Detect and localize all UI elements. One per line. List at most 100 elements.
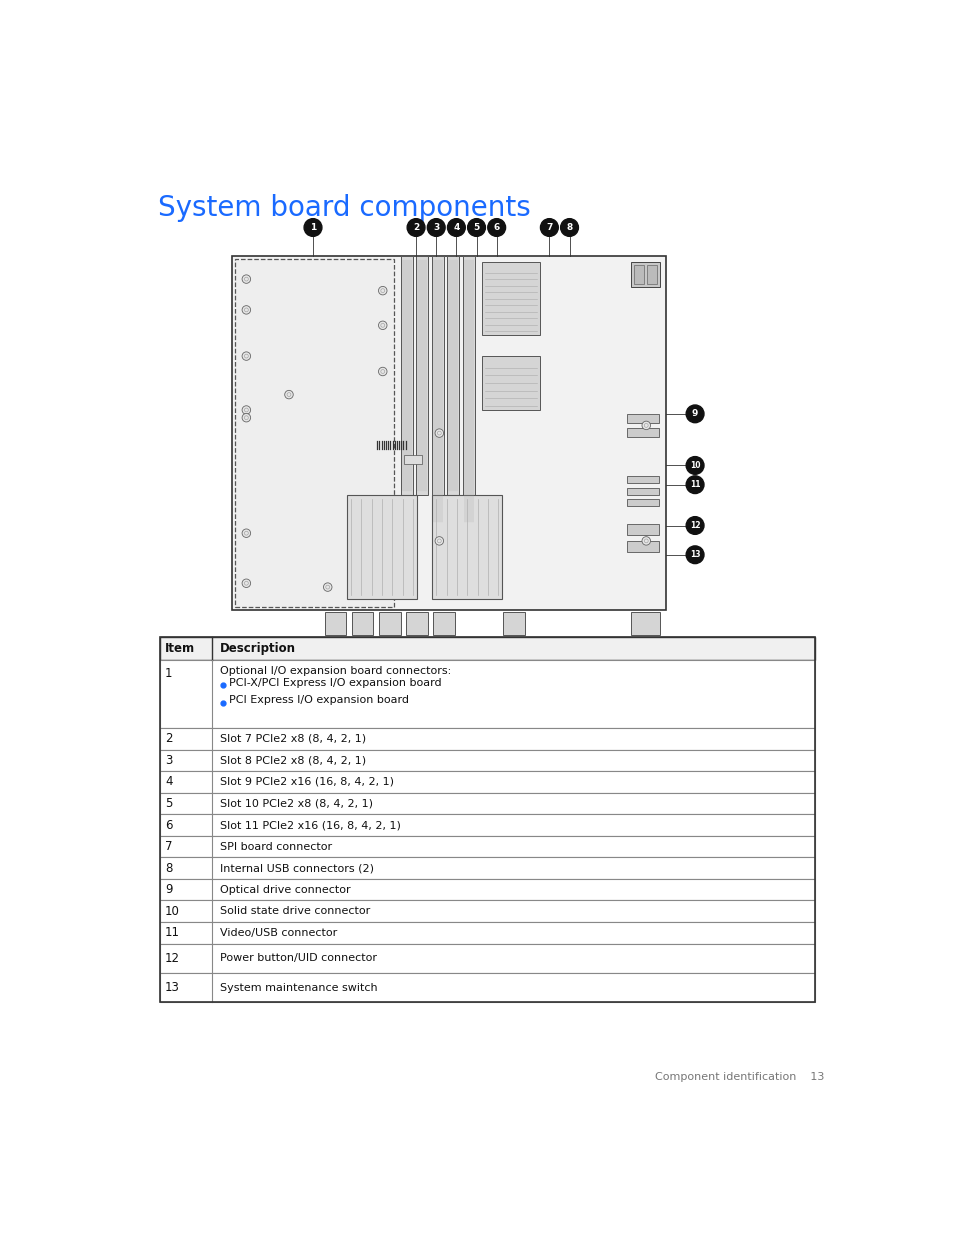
Circle shape [378,367,387,375]
Circle shape [242,406,251,414]
Text: 12: 12 [689,521,700,530]
Bar [626,499,659,506]
Text: 8: 8 [566,224,572,232]
Bar [159,923,815,944]
Bar [626,427,659,437]
Circle shape [378,287,387,295]
Circle shape [435,429,443,437]
Bar [159,637,815,661]
Circle shape [685,516,703,535]
Text: 7: 7 [546,224,552,232]
Circle shape [242,352,251,361]
Bar [234,259,394,608]
Circle shape [447,219,465,236]
Text: SPI board connector: SPI board connector [220,841,332,852]
Circle shape [685,405,703,422]
Text: 7: 7 [165,840,172,853]
Text: 6: 6 [493,224,499,232]
Bar [646,266,657,284]
Bar [378,611,400,635]
Bar [447,256,459,495]
Circle shape [685,546,703,563]
Bar [159,814,815,836]
Circle shape [378,321,387,330]
Text: 2: 2 [165,732,172,745]
Bar [159,879,815,900]
Bar [416,256,428,495]
Text: 1: 1 [165,667,172,680]
Text: 4: 4 [165,776,172,788]
Circle shape [467,219,485,236]
Text: 3: 3 [433,224,439,232]
Text: 9: 9 [691,409,698,419]
Text: System maintenance switch: System maintenance switch [220,983,377,993]
Bar [626,414,659,424]
Text: 6: 6 [165,819,172,831]
Text: PCI-X/PCI Express I/O expansion board: PCI-X/PCI Express I/O expansion board [229,678,441,688]
Circle shape [427,219,445,236]
Circle shape [304,219,321,236]
Text: Description: Description [220,642,295,656]
Bar [481,262,539,336]
Bar [159,857,815,879]
Text: System board components: System board components [158,194,530,222]
Text: PCI Express I/O expansion board: PCI Express I/O expansion board [229,695,409,705]
Text: Slot 7 PCIe2 x8 (8, 4, 2, 1): Slot 7 PCIe2 x8 (8, 4, 2, 1) [220,734,366,743]
Bar [433,611,455,635]
Text: 1: 1 [310,224,315,232]
Bar [626,524,659,535]
Bar [159,727,815,750]
Bar [159,973,815,1002]
Bar [232,256,665,610]
Text: 8: 8 [165,862,172,874]
Circle shape [435,537,443,545]
Bar [432,495,501,599]
Text: Slot 11 PCIe2 x16 (16, 8, 4, 2, 1): Slot 11 PCIe2 x16 (16, 8, 4, 2, 1) [220,820,400,830]
Bar [633,266,643,284]
Bar [159,900,815,923]
Circle shape [407,219,424,236]
Text: Slot 10 PCIe2 x8 (8, 4, 2, 1): Slot 10 PCIe2 x8 (8, 4, 2, 1) [220,799,373,809]
Text: 10: 10 [689,461,700,471]
Circle shape [284,390,293,399]
Text: 5: 5 [473,224,479,232]
Circle shape [641,537,650,545]
Circle shape [685,475,703,494]
Circle shape [242,529,251,537]
Bar [630,611,659,635]
Bar [481,356,539,410]
Circle shape [540,219,558,236]
Text: 13: 13 [165,981,180,994]
Bar [431,256,443,526]
Bar [462,256,475,526]
Bar [159,661,815,727]
Bar [159,771,815,793]
Text: 13: 13 [689,551,700,559]
Circle shape [560,219,578,236]
Bar [406,611,427,635]
Text: 12: 12 [165,952,180,965]
Text: 5: 5 [165,797,172,810]
Circle shape [242,579,251,588]
Bar [347,495,416,599]
Text: Solid state drive connector: Solid state drive connector [220,906,370,916]
Text: 9: 9 [165,883,172,897]
Text: 2: 2 [413,224,418,232]
Text: Optional I/O expansion board connectors:: Optional I/O expansion board connectors: [220,666,451,676]
Text: Slot 9 PCIe2 x16 (16, 8, 4, 2, 1): Slot 9 PCIe2 x16 (16, 8, 4, 2, 1) [220,777,394,787]
Text: 11: 11 [689,480,700,489]
Text: Item: Item [165,642,195,656]
Text: 4: 4 [453,224,459,232]
Circle shape [487,219,505,236]
Bar [352,611,373,635]
Bar [404,454,421,464]
Bar [630,262,659,287]
Circle shape [242,414,251,422]
Text: Power button/UID connector: Power button/UID connector [220,953,376,963]
Text: 11: 11 [165,926,180,940]
Bar [626,541,659,552]
Bar [502,611,524,635]
Bar [159,637,815,1002]
Circle shape [641,421,650,430]
Text: 10: 10 [165,905,180,918]
